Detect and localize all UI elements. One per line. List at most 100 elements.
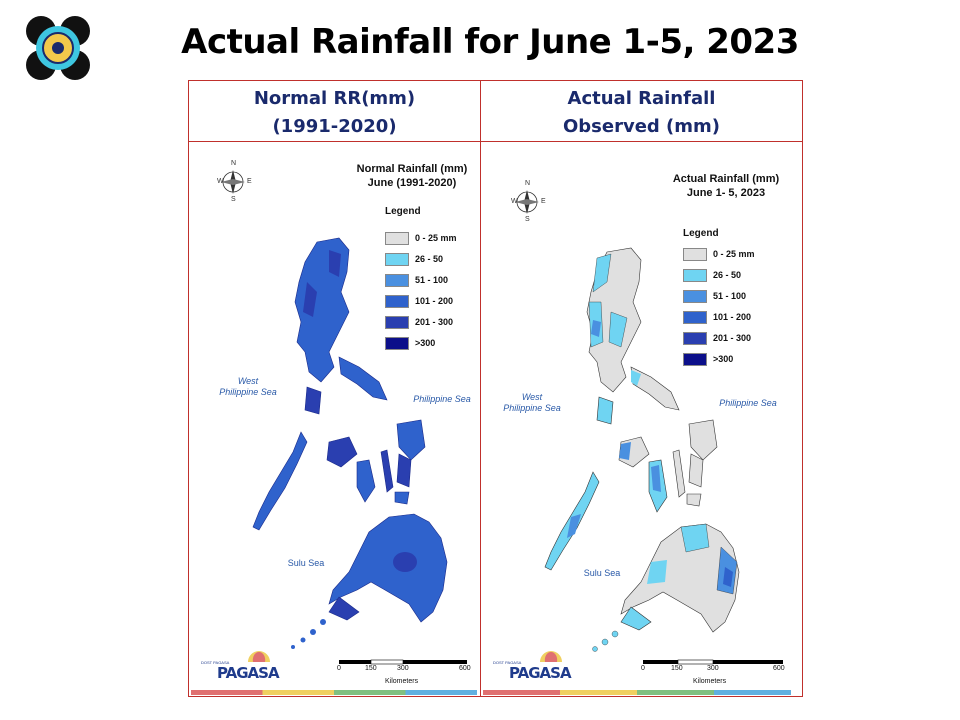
legend-label: 51 - 100 — [415, 274, 449, 285]
scale-unit: Kilometers — [385, 678, 419, 685]
legend-label: 101 - 200 — [713, 311, 752, 322]
legend-swatch — [683, 332, 707, 345]
legend-swatch — [385, 316, 409, 329]
sea-label-east: Philippine Sea — [413, 394, 471, 404]
scale-tick: 600 — [773, 665, 785, 672]
compass-rose-icon — [221, 170, 245, 194]
legend-label: 26 - 50 — [415, 253, 444, 264]
legend-swatch — [683, 311, 707, 324]
bicol-landmass — [338, 356, 388, 401]
legend-label: 26 - 50 — [713, 269, 742, 280]
scale-bar — [339, 659, 467, 665]
legend-label: >300 — [415, 337, 436, 348]
map-title-actual: Actual Rainfall (mm) June 1- 5, 2023 — [661, 172, 791, 200]
bicol-landmass — [630, 366, 680, 411]
legend-item: 201 - 300 — [385, 316, 453, 329]
pagasa-tagline: DOST PAGASA — [201, 660, 230, 665]
legend-item: 51 - 100 — [683, 290, 746, 303]
legend-item: 101 - 200 — [683, 311, 751, 324]
actual-rainfall-map-panel: N S W E Actual Rainfall (mm) June 1- 5, … — [481, 142, 802, 696]
sea-label-west-line1: West — [237, 376, 259, 386]
map-title-normal-line1: Normal Rainfall (mm) — [356, 163, 468, 175]
scale-tick: 0 — [641, 665, 645, 672]
legend-label: 201 - 300 — [415, 316, 454, 327]
bohol-landmass — [394, 491, 410, 505]
legend-title: Legend — [683, 228, 719, 239]
legend-swatch — [385, 295, 409, 308]
compass-s: S — [231, 196, 236, 203]
brand-colorbar-right — [483, 690, 791, 695]
slide-title: Actual Rainfall for June 1-5, 2023 — [181, 22, 799, 62]
samar-landmass — [396, 419, 426, 461]
compass-rose-icon — [515, 190, 539, 214]
legend-swatch — [385, 232, 409, 245]
sea-label-west-line1: West — [521, 392, 543, 402]
samar-landmass — [688, 419, 718, 461]
sea-label-sulu: Sulu Sea — [583, 568, 621, 578]
legend-label: 51 - 100 — [713, 290, 747, 301]
cebu-landmass — [380, 449, 394, 493]
header-actual-rainfall: Actual Rainfall Observed (mm) — [481, 81, 802, 142]
compass-w: W — [217, 178, 224, 185]
scale-tick: 300 — [707, 665, 719, 672]
header-left-line1: Normal RR(mm) — [253, 88, 416, 109]
comparison-frame: Normal RR(mm) (1991-2020) Actual Rainfal… — [188, 80, 803, 697]
legend-label: 0 - 25 mm — [415, 232, 457, 243]
sea-label-west-line2: Philippine Sea — [503, 403, 561, 413]
legend-item: 51 - 100 — [385, 274, 448, 287]
scale-tick: 150 — [671, 665, 683, 672]
legend-item: 26 - 50 — [385, 253, 443, 266]
negros-landmass — [356, 459, 376, 503]
legend-swatch — [683, 248, 707, 261]
compass-e: E — [247, 178, 252, 185]
map-title-actual-line1: Actual Rainfall (mm) — [672, 173, 780, 185]
brand-colorbar-left — [191, 690, 477, 695]
pagasa-brand: PAGASA — [217, 664, 280, 682]
mindoro-landmass — [304, 386, 322, 415]
actual-rainfall-map — [515, 190, 783, 665]
pagasa-tagline: DOST PAGASA — [493, 660, 522, 665]
scale-tick: 150 — [365, 665, 377, 672]
legend-item: 0 - 25 mm — [385, 232, 457, 245]
legend-label: 101 - 200 — [415, 295, 454, 306]
sea-label-sulu: Sulu Sea — [287, 558, 325, 568]
compass-e: E — [541, 198, 546, 205]
legend-label: 201 - 300 — [713, 332, 752, 343]
umbrella-icon — [540, 651, 562, 662]
scale-unit: Kilometers — [693, 678, 727, 685]
bohol-landmass — [686, 493, 702, 507]
header-left-line2: (1991-2020) — [272, 116, 397, 137]
legend-item: 101 - 200 — [385, 295, 453, 308]
legend-item: 26 - 50 — [683, 269, 741, 282]
header-right-line1: Actual Rainfall — [567, 88, 716, 109]
cebu-landmass — [672, 449, 686, 498]
legend-title: Legend — [385, 206, 421, 217]
mindanao-landmass — [328, 513, 448, 623]
legend-swatch — [683, 353, 707, 366]
leyte-landmass — [396, 453, 412, 488]
legend-swatch — [385, 337, 409, 350]
legend-item: 0 - 25 mm — [683, 248, 755, 261]
sea-label-west: West Philippine Sea — [499, 392, 565, 414]
pagasa-logo — [24, 14, 92, 82]
map-title-actual-line2: June 1- 5, 2023 — [686, 187, 766, 199]
leyte-landmass — [688, 453, 704, 488]
compass-w: W — [511, 198, 518, 205]
legend-swatch — [385, 253, 409, 266]
compass-n: N — [525, 180, 531, 187]
legend-swatch — [683, 269, 707, 282]
scale-bar — [643, 659, 783, 665]
mindanao-landmass — [620, 523, 740, 633]
header-right-line2: Observed (mm) — [562, 116, 721, 137]
legend-item: >300 — [683, 353, 733, 366]
pagasa-brand: PAGASA — [509, 664, 572, 682]
sea-label-east: Philippine Sea — [719, 398, 777, 408]
normal-rainfall-map-panel: N S W E Normal Rainfall (mm) June (1991-… — [189, 142, 481, 696]
legend-label: 0 - 25 mm — [713, 248, 755, 259]
legend-label: >300 — [713, 353, 734, 364]
map-title-normal: Normal Rainfall (mm) June (1991-2020) — [347, 162, 477, 190]
normal-rainfall-map — [221, 170, 467, 665]
compass-s: S — [525, 216, 530, 223]
umbrella-icon — [248, 651, 270, 662]
map-title-normal-line2: June (1991-2020) — [367, 177, 457, 189]
